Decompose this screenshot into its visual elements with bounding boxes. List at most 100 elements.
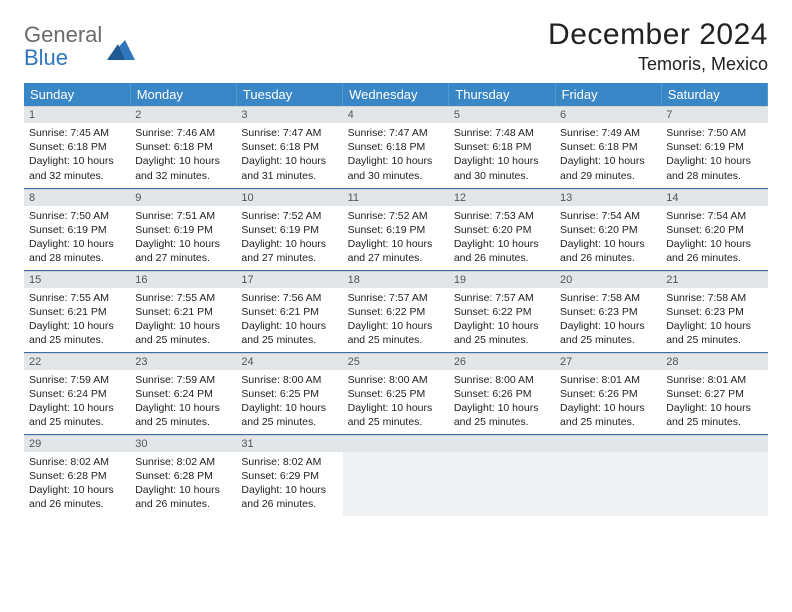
day-body: Sunrise: 7:50 AMSunset: 6:19 PMDaylight:… xyxy=(661,123,767,187)
calendar-cell xyxy=(343,434,449,516)
day-number: 22 xyxy=(24,353,130,370)
sunset-text: Sunset: 6:18 PM xyxy=(135,140,231,154)
sunrise-text: Sunrise: 7:57 AM xyxy=(454,291,550,305)
day-body: Sunrise: 7:54 AMSunset: 6:20 PMDaylight:… xyxy=(555,206,661,270)
day-body: Sunrise: 7:57 AMSunset: 6:22 PMDaylight:… xyxy=(343,288,449,352)
daylight-text: Daylight: 10 hours and 25 minutes. xyxy=(666,319,762,347)
calendar-cell: 13Sunrise: 7:54 AMSunset: 6:20 PMDayligh… xyxy=(555,188,661,270)
day-number: 20 xyxy=(555,271,661,288)
daylight-text: Daylight: 10 hours and 25 minutes. xyxy=(135,401,231,429)
sunrise-text: Sunrise: 7:48 AM xyxy=(454,126,550,140)
day-body: Sunrise: 7:52 AMSunset: 6:19 PMDaylight:… xyxy=(236,206,342,270)
calendar-cell: 2Sunrise: 7:46 AMSunset: 6:18 PMDaylight… xyxy=(130,106,236,188)
daylight-text: Daylight: 10 hours and 28 minutes. xyxy=(666,154,762,182)
sunset-text: Sunset: 6:19 PM xyxy=(666,140,762,154)
day-header: Thursday xyxy=(449,83,555,106)
sunset-text: Sunset: 6:24 PM xyxy=(29,387,125,401)
calendar-cell: 12Sunrise: 7:53 AMSunset: 6:20 PMDayligh… xyxy=(449,188,555,270)
sunset-text: Sunset: 6:20 PM xyxy=(666,223,762,237)
calendar-cell xyxy=(449,434,555,516)
day-number: 14 xyxy=(661,189,767,206)
day-number: 18 xyxy=(343,271,449,288)
calendar-cell: 7Sunrise: 7:50 AMSunset: 6:19 PMDaylight… xyxy=(661,106,767,188)
daylight-text: Daylight: 10 hours and 27 minutes. xyxy=(135,237,231,265)
sunset-text: Sunset: 6:19 PM xyxy=(29,223,125,237)
sunrise-text: Sunrise: 7:50 AM xyxy=(666,126,762,140)
day-number-empty xyxy=(343,435,449,452)
sunrise-text: Sunrise: 8:00 AM xyxy=(348,373,444,387)
sunset-text: Sunset: 6:26 PM xyxy=(560,387,656,401)
calendar-cell: 1Sunrise: 7:45 AMSunset: 6:18 PMDaylight… xyxy=(24,106,130,188)
daylight-text: Daylight: 10 hours and 30 minutes. xyxy=(348,154,444,182)
sunrise-text: Sunrise: 8:00 AM xyxy=(241,373,337,387)
day-number-empty xyxy=(449,435,555,452)
day-number: 23 xyxy=(130,353,236,370)
location: Temoris, Mexico xyxy=(548,54,768,75)
calendar-cell: 25Sunrise: 8:00 AMSunset: 6:25 PMDayligh… xyxy=(343,352,449,434)
calendar-table: Sunday Monday Tuesday Wednesday Thursday… xyxy=(24,83,768,516)
sunrise-text: Sunrise: 7:55 AM xyxy=(135,291,231,305)
logo: General Blue xyxy=(24,18,135,70)
calendar-cell: 30Sunrise: 8:02 AMSunset: 6:28 PMDayligh… xyxy=(130,434,236,516)
day-header: Wednesday xyxy=(343,83,449,106)
sunrise-text: Sunrise: 7:49 AM xyxy=(560,126,656,140)
day-number: 6 xyxy=(555,106,661,123)
daylight-text: Daylight: 10 hours and 25 minutes. xyxy=(666,401,762,429)
calendar-cell: 17Sunrise: 7:56 AMSunset: 6:21 PMDayligh… xyxy=(236,270,342,352)
calendar-cell: 10Sunrise: 7:52 AMSunset: 6:19 PMDayligh… xyxy=(236,188,342,270)
day-number: 13 xyxy=(555,189,661,206)
logo-text-general: General xyxy=(24,22,102,47)
daylight-text: Daylight: 10 hours and 25 minutes. xyxy=(560,401,656,429)
daylight-text: Daylight: 10 hours and 26 minutes. xyxy=(454,237,550,265)
day-body: Sunrise: 8:01 AMSunset: 6:26 PMDaylight:… xyxy=(555,370,661,434)
sunset-text: Sunset: 6:28 PM xyxy=(29,469,125,483)
daylight-text: Daylight: 10 hours and 26 minutes. xyxy=(560,237,656,265)
sunset-text: Sunset: 6:21 PM xyxy=(135,305,231,319)
day-number: 25 xyxy=(343,353,449,370)
sunset-text: Sunset: 6:28 PM xyxy=(135,469,231,483)
day-header: Saturday xyxy=(661,83,767,106)
day-number: 31 xyxy=(236,435,342,452)
sunrise-text: Sunrise: 7:50 AM xyxy=(29,209,125,223)
sunset-text: Sunset: 6:26 PM xyxy=(454,387,550,401)
daylight-text: Daylight: 10 hours and 32 minutes. xyxy=(29,154,125,182)
day-number: 24 xyxy=(236,353,342,370)
logo-triangle-icon xyxy=(107,36,135,60)
sunset-text: Sunset: 6:27 PM xyxy=(666,387,762,401)
title-block: December 2024 Temoris, Mexico xyxy=(548,18,768,75)
day-body: Sunrise: 8:00 AMSunset: 6:25 PMDaylight:… xyxy=(343,370,449,434)
sunset-text: Sunset: 6:23 PM xyxy=(560,305,656,319)
sunrise-text: Sunrise: 7:45 AM xyxy=(29,126,125,140)
day-number: 30 xyxy=(130,435,236,452)
daylight-text: Daylight: 10 hours and 25 minutes. xyxy=(29,401,125,429)
sunset-text: Sunset: 6:20 PM xyxy=(454,223,550,237)
day-body: Sunrise: 7:58 AMSunset: 6:23 PMDaylight:… xyxy=(555,288,661,352)
day-number: 9 xyxy=(130,189,236,206)
sunrise-text: Sunrise: 7:59 AM xyxy=(135,373,231,387)
sunrise-text: Sunrise: 7:46 AM xyxy=(135,126,231,140)
day-body: Sunrise: 8:02 AMSunset: 6:29 PMDaylight:… xyxy=(236,452,342,516)
day-header: Friday xyxy=(555,83,661,106)
calendar-row: 1Sunrise: 7:45 AMSunset: 6:18 PMDaylight… xyxy=(24,106,768,188)
daylight-text: Daylight: 10 hours and 27 minutes. xyxy=(241,237,337,265)
calendar-cell: 23Sunrise: 7:59 AMSunset: 6:24 PMDayligh… xyxy=(130,352,236,434)
calendar-cell: 4Sunrise: 7:47 AMSunset: 6:18 PMDaylight… xyxy=(343,106,449,188)
day-body: Sunrise: 7:46 AMSunset: 6:18 PMDaylight:… xyxy=(130,123,236,187)
day-header: Tuesday xyxy=(236,83,342,106)
calendar-header-row: Sunday Monday Tuesday Wednesday Thursday… xyxy=(24,83,768,106)
sunrise-text: Sunrise: 7:53 AM xyxy=(454,209,550,223)
daylight-text: Daylight: 10 hours and 25 minutes. xyxy=(454,401,550,429)
sunrise-text: Sunrise: 7:47 AM xyxy=(348,126,444,140)
day-number: 16 xyxy=(130,271,236,288)
day-body: Sunrise: 7:55 AMSunset: 6:21 PMDaylight:… xyxy=(130,288,236,352)
day-number: 26 xyxy=(449,353,555,370)
sunrise-text: Sunrise: 8:00 AM xyxy=(454,373,550,387)
day-body: Sunrise: 8:00 AMSunset: 6:26 PMDaylight:… xyxy=(449,370,555,434)
sunset-text: Sunset: 6:18 PM xyxy=(560,140,656,154)
calendar-cell: 5Sunrise: 7:48 AMSunset: 6:18 PMDaylight… xyxy=(449,106,555,188)
sunset-text: Sunset: 6:19 PM xyxy=(135,223,231,237)
day-body: Sunrise: 7:55 AMSunset: 6:21 PMDaylight:… xyxy=(24,288,130,352)
calendar-cell: 15Sunrise: 7:55 AMSunset: 6:21 PMDayligh… xyxy=(24,270,130,352)
sunset-text: Sunset: 6:22 PM xyxy=(348,305,444,319)
day-number: 21 xyxy=(661,271,767,288)
